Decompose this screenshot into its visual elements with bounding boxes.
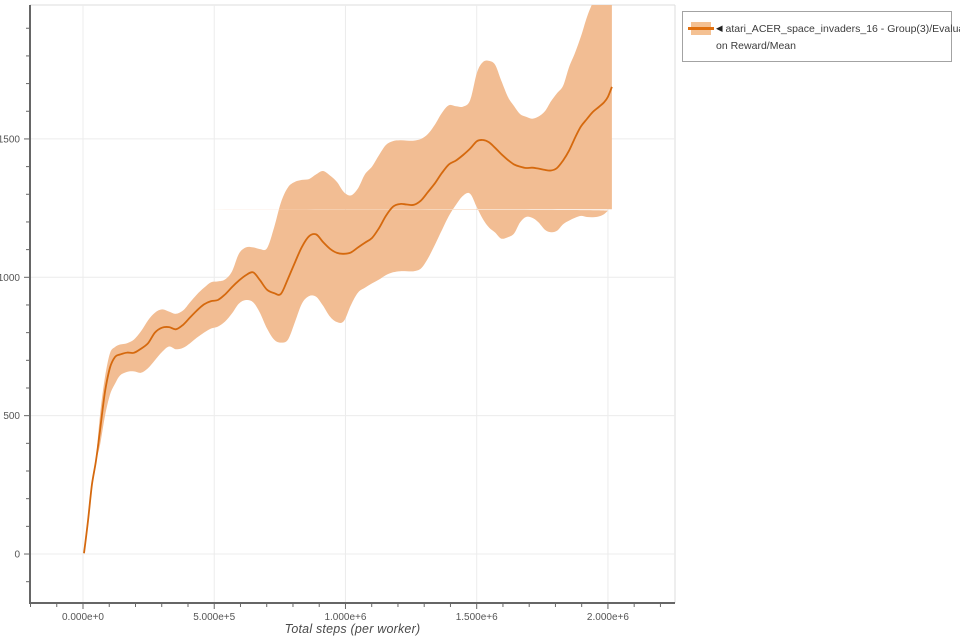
legend-box: ◀ atari_ACER_space_invaders_16 - Group(3)… <box>682 11 960 62</box>
series-band-swatch <box>688 22 714 35</box>
x-tick-label: 5.000e+5 <box>193 612 235 623</box>
x-tick-label: 1.500e+6 <box>456 612 498 623</box>
confidence-band <box>30 5 612 460</box>
tick-marks: 0.000e+0 5.000e+5 1.000e+6 1.500e+6 2.000e+6… <box>0 27 661 623</box>
y-tick-label: 1000 <box>0 273 20 284</box>
x-tick-label: 0.000e+0 <box>62 612 104 623</box>
legend-label: ◀ atari_ACER_space_invaders_16 - Group(3)… <box>716 21 960 55</box>
mean-line <box>83 86 613 554</box>
legend-item[interactable]: ◀ atari_ACER_space_invaders_16 - Group(3)… <box>683 12 960 55</box>
legend-label-line2: on Reward/Mean <box>716 40 796 52</box>
x-tick-label: 1.000e+6 <box>324 612 366 623</box>
axes <box>29 5 675 604</box>
collapse-triangle-icon: ◀ <box>716 23 723 33</box>
legend-label-line1: atari_ACER_space_invaders_16 - Group(3)/… <box>725 23 960 35</box>
x-tick-label: 2.000e+6 <box>587 612 629 623</box>
x-axis-label: Total steps (per worker) <box>284 622 421 636</box>
series-line-swatch <box>688 27 714 30</box>
y-tick-label: 0 <box>14 550 20 561</box>
plot-frame <box>30 4 676 603</box>
y-tick-label: 1500 <box>0 134 20 145</box>
y-tick-label: 500 <box>3 411 20 422</box>
